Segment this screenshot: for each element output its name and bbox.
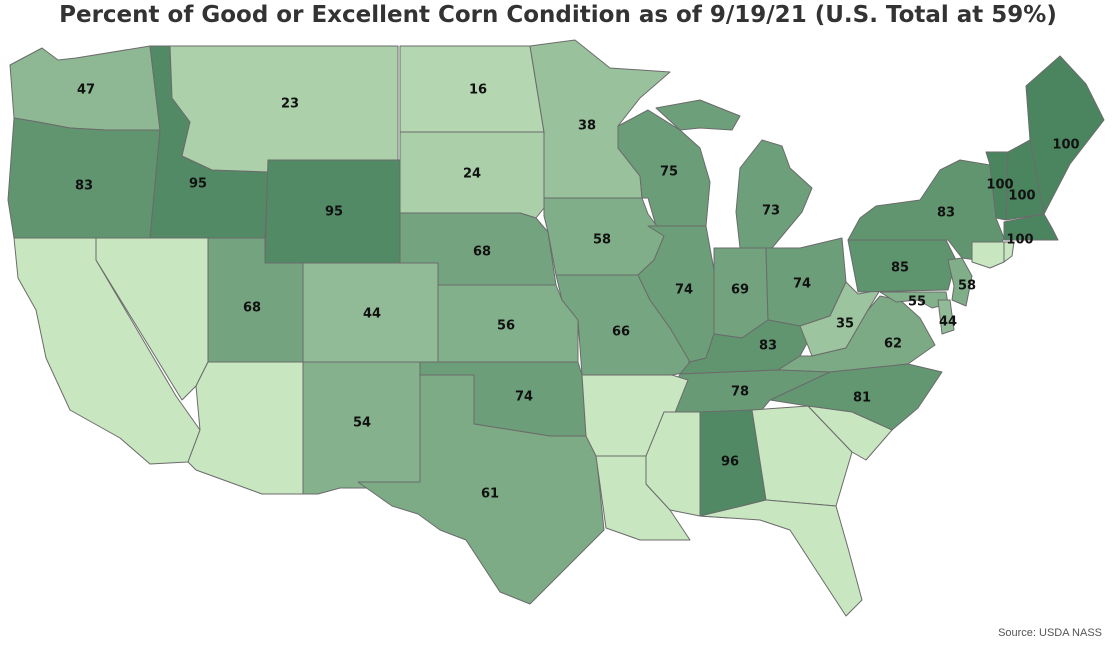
state-value-mn: 38: [578, 119, 596, 134]
state-value-md: 55: [908, 295, 926, 310]
state-me: [1025, 55, 1105, 215]
state-value-il: 74: [675, 283, 693, 298]
state-value-mi: 73: [762, 204, 780, 219]
state-value-mt: 23: [281, 97, 299, 112]
state-value-in: 69: [731, 283, 749, 298]
state-value-nh: 100: [1008, 189, 1035, 204]
state-value-tn: 78: [731, 385, 749, 400]
state-value-ne: 68: [473, 245, 491, 260]
state-value-or: 83: [75, 179, 93, 194]
state-il: [637, 225, 715, 363]
state-value-ny: 83: [937, 206, 955, 221]
state-value-ma: 100: [1006, 233, 1033, 248]
state-value-pa: 85: [891, 261, 909, 276]
state-value-sd: 24: [463, 167, 481, 182]
state-sc: [807, 405, 893, 461]
state-vt: [985, 151, 1009, 221]
state-value-vt: 100: [986, 178, 1013, 193]
state-ct: [971, 241, 1005, 269]
state-ga: [751, 405, 853, 507]
state-value-ky: 83: [759, 339, 777, 354]
map-title: Percent of Good or Excellent Corn Condit…: [59, 2, 1057, 28]
state-value-ia: 58: [593, 233, 611, 248]
state-mi: [655, 99, 813, 249]
state-value-wi: 75: [660, 165, 678, 180]
state-fl: [699, 499, 863, 617]
state-value-de: 44: [939, 315, 957, 330]
state-value-co: 44: [363, 307, 381, 322]
state-value-ok: 74: [515, 390, 533, 405]
state-value-nm: 54: [353, 416, 371, 431]
state-value-nj: 58: [958, 279, 976, 294]
state-value-tx: 61: [481, 487, 499, 502]
state-value-ks: 56: [497, 319, 515, 334]
state-value-me: 100: [1052, 138, 1079, 153]
state-value-mo: 66: [612, 325, 630, 340]
state-value-al: 96: [721, 455, 739, 470]
state-ma: [1003, 213, 1059, 241]
state-value-wy: 95: [325, 205, 343, 220]
state-value-id: 95: [189, 177, 207, 192]
state-value-nc: 81: [853, 391, 871, 406]
state-ms: [645, 411, 701, 517]
state-value-oh: 74: [793, 277, 811, 292]
state-value-wa: 47: [77, 83, 95, 98]
state-value-nd: 16: [469, 83, 487, 98]
state-value-ut: 68: [243, 301, 261, 316]
state-value-wv: 35: [836, 317, 854, 332]
state-mt: [169, 45, 399, 173]
state-value-va: 62: [884, 337, 902, 352]
state-nj: [947, 257, 973, 307]
state-az: [187, 361, 304, 495]
state-md: [879, 291, 949, 309]
source-note: Source: USDA NASS: [998, 627, 1102, 639]
state-de: [937, 299, 955, 335]
state-tx: [357, 374, 605, 605]
state-ri: [1003, 241, 1015, 263]
